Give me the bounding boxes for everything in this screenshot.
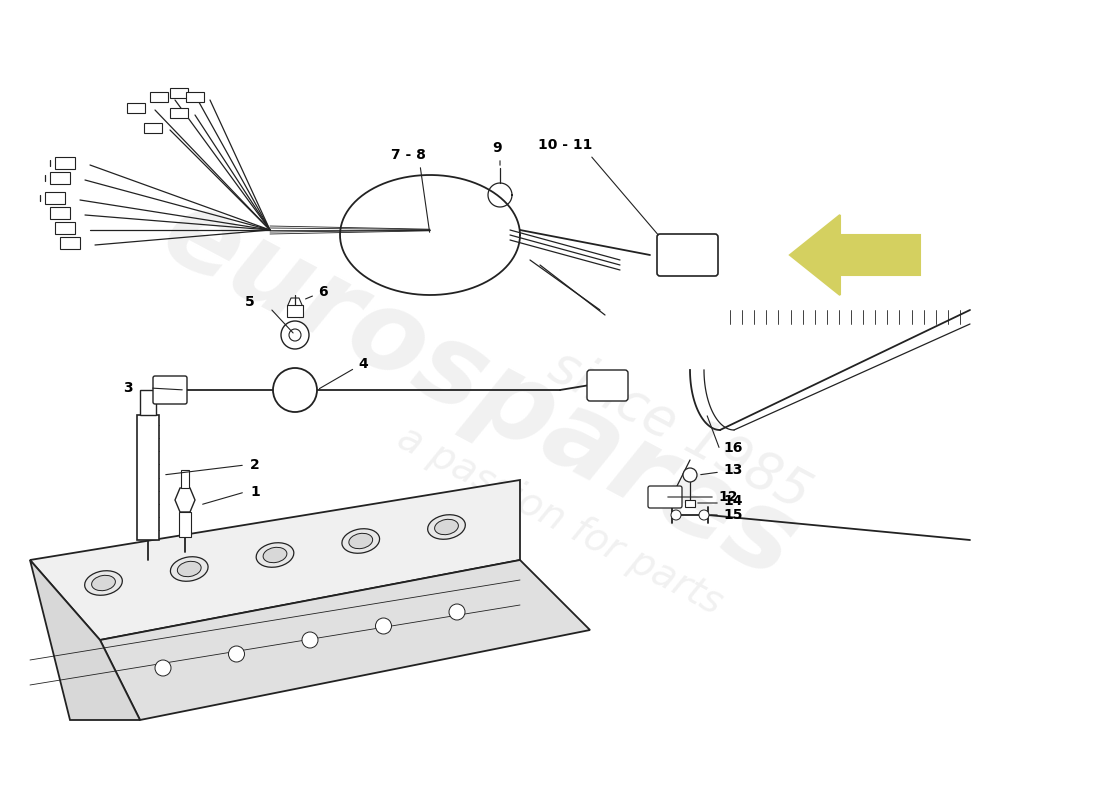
Bar: [182, 470, 189, 488]
Text: 3: 3: [123, 381, 133, 395]
Bar: [138, 415, 160, 540]
Ellipse shape: [256, 542, 294, 567]
Text: 9: 9: [492, 141, 502, 155]
Text: 7 - 8: 7 - 8: [390, 148, 426, 162]
FancyBboxPatch shape: [587, 370, 628, 401]
Ellipse shape: [85, 570, 122, 595]
Text: 6: 6: [318, 285, 328, 299]
FancyBboxPatch shape: [170, 88, 188, 98]
Ellipse shape: [91, 575, 116, 590]
Text: eurospares: eurospares: [145, 178, 815, 602]
Bar: [140, 390, 156, 415]
FancyBboxPatch shape: [60, 237, 80, 249]
Circle shape: [375, 618, 392, 634]
Bar: [685, 500, 695, 507]
Text: 12: 12: [718, 490, 737, 504]
Polygon shape: [100, 560, 590, 720]
Text: 14: 14: [723, 494, 743, 508]
Bar: [287, 305, 303, 317]
Ellipse shape: [177, 562, 201, 577]
Ellipse shape: [434, 519, 459, 534]
FancyBboxPatch shape: [648, 486, 682, 508]
Text: a passion for parts: a passion for parts: [390, 418, 729, 622]
Ellipse shape: [428, 514, 465, 539]
Ellipse shape: [170, 557, 208, 582]
FancyBboxPatch shape: [657, 234, 718, 276]
Ellipse shape: [342, 529, 380, 554]
Circle shape: [449, 604, 465, 620]
FancyBboxPatch shape: [144, 123, 162, 133]
Circle shape: [302, 632, 318, 648]
Circle shape: [229, 646, 244, 662]
Text: 15: 15: [723, 508, 743, 522]
Circle shape: [273, 368, 317, 412]
Circle shape: [155, 660, 170, 676]
FancyBboxPatch shape: [170, 108, 188, 118]
Ellipse shape: [349, 534, 373, 549]
Bar: [179, 512, 191, 537]
Circle shape: [698, 510, 710, 520]
Circle shape: [683, 468, 697, 482]
FancyBboxPatch shape: [55, 222, 75, 234]
Text: 5: 5: [245, 295, 255, 309]
Text: 1: 1: [250, 485, 260, 499]
Polygon shape: [790, 215, 920, 295]
FancyBboxPatch shape: [150, 92, 168, 102]
Text: 4: 4: [358, 357, 367, 371]
Text: 10 - 11: 10 - 11: [538, 138, 592, 152]
Polygon shape: [30, 560, 140, 720]
Ellipse shape: [263, 547, 287, 562]
Circle shape: [289, 329, 301, 341]
Text: 2: 2: [250, 458, 260, 472]
Text: 13: 13: [723, 463, 743, 477]
FancyBboxPatch shape: [50, 207, 70, 219]
FancyBboxPatch shape: [50, 172, 70, 184]
FancyBboxPatch shape: [126, 103, 145, 113]
Text: since 1985: since 1985: [541, 339, 820, 521]
Text: 16: 16: [723, 441, 743, 455]
FancyBboxPatch shape: [153, 376, 187, 404]
FancyBboxPatch shape: [45, 192, 65, 204]
Polygon shape: [30, 480, 520, 640]
FancyBboxPatch shape: [186, 92, 204, 102]
Circle shape: [280, 321, 309, 349]
Circle shape: [671, 510, 681, 520]
FancyBboxPatch shape: [55, 157, 75, 169]
